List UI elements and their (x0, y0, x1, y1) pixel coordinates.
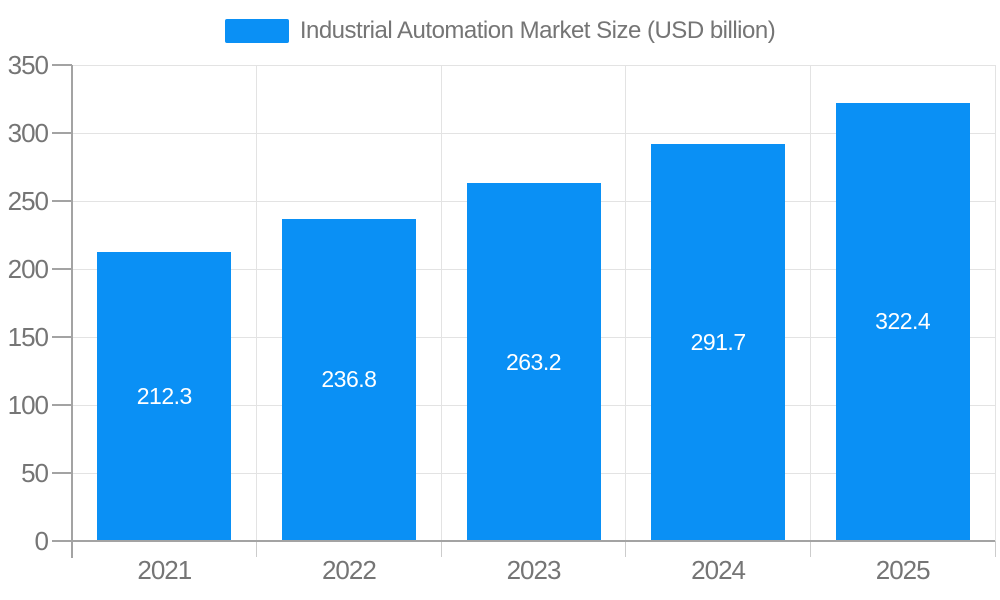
gridline-vertical (994, 65, 996, 541)
bar-value-label: 263.2 (505, 348, 562, 375)
bar: 322.4 (835, 102, 970, 541)
y-axis-tick (52, 472, 72, 474)
x-axis-label: 2025 (875, 555, 931, 585)
bar-value-label: 322.4 (875, 308, 931, 335)
bar: 212.3 (97, 252, 232, 541)
legend-label: Industrial Automation Market Size (USD b… (299, 17, 776, 44)
y-axis-label: 50 (21, 458, 49, 488)
x-axis-label: 2021 (137, 555, 192, 585)
gridline-horizontal (72, 64, 995, 66)
y-axis-tick (52, 64, 72, 66)
x-axis-label: 2024 (691, 555, 746, 585)
gridline-vertical (256, 65, 258, 541)
y-axis-label: 150 (7, 322, 49, 352)
y-axis-label: 300 (7, 118, 49, 148)
bar: 236.8 (281, 218, 416, 541)
y-axis-label: 250 (7, 186, 49, 216)
bar-value-label: 212.3 (136, 383, 193, 410)
y-axis-label: 350 (7, 50, 49, 80)
bar-value-label: 236.8 (321, 366, 377, 393)
x-axis-tick (994, 541, 996, 557)
x-axis-tick (625, 541, 627, 557)
x-axis-label: 2022 (321, 555, 377, 585)
y-axis-tick (52, 268, 72, 270)
y-axis-tick (52, 132, 72, 134)
gridline-vertical (440, 65, 442, 541)
bar-value-label: 291.7 (690, 329, 747, 356)
y-axis-label: 100 (7, 390, 49, 420)
y-axis-tick (52, 404, 72, 406)
y-axis-tick (52, 200, 72, 202)
x-axis-tick (256, 541, 258, 557)
x-axis-tick (809, 541, 811, 557)
x-axis-label: 2023 (506, 555, 562, 585)
bar: 291.7 (651, 144, 786, 541)
x-axis-line (52, 540, 995, 542)
gridline-vertical (625, 65, 627, 541)
bar: 263.2 (466, 183, 601, 541)
y-axis-tick (52, 336, 72, 338)
y-axis-label: 0 (34, 526, 49, 556)
legend: Industrial Automation Market Size (USD b… (0, 14, 1000, 48)
x-axis-tick (440, 541, 442, 557)
gridline-horizontal (72, 132, 995, 134)
legend-swatch (224, 19, 289, 43)
y-axis-line (71, 65, 73, 558)
gridline-vertical (809, 65, 811, 541)
y-axis-label: 200 (7, 254, 49, 284)
